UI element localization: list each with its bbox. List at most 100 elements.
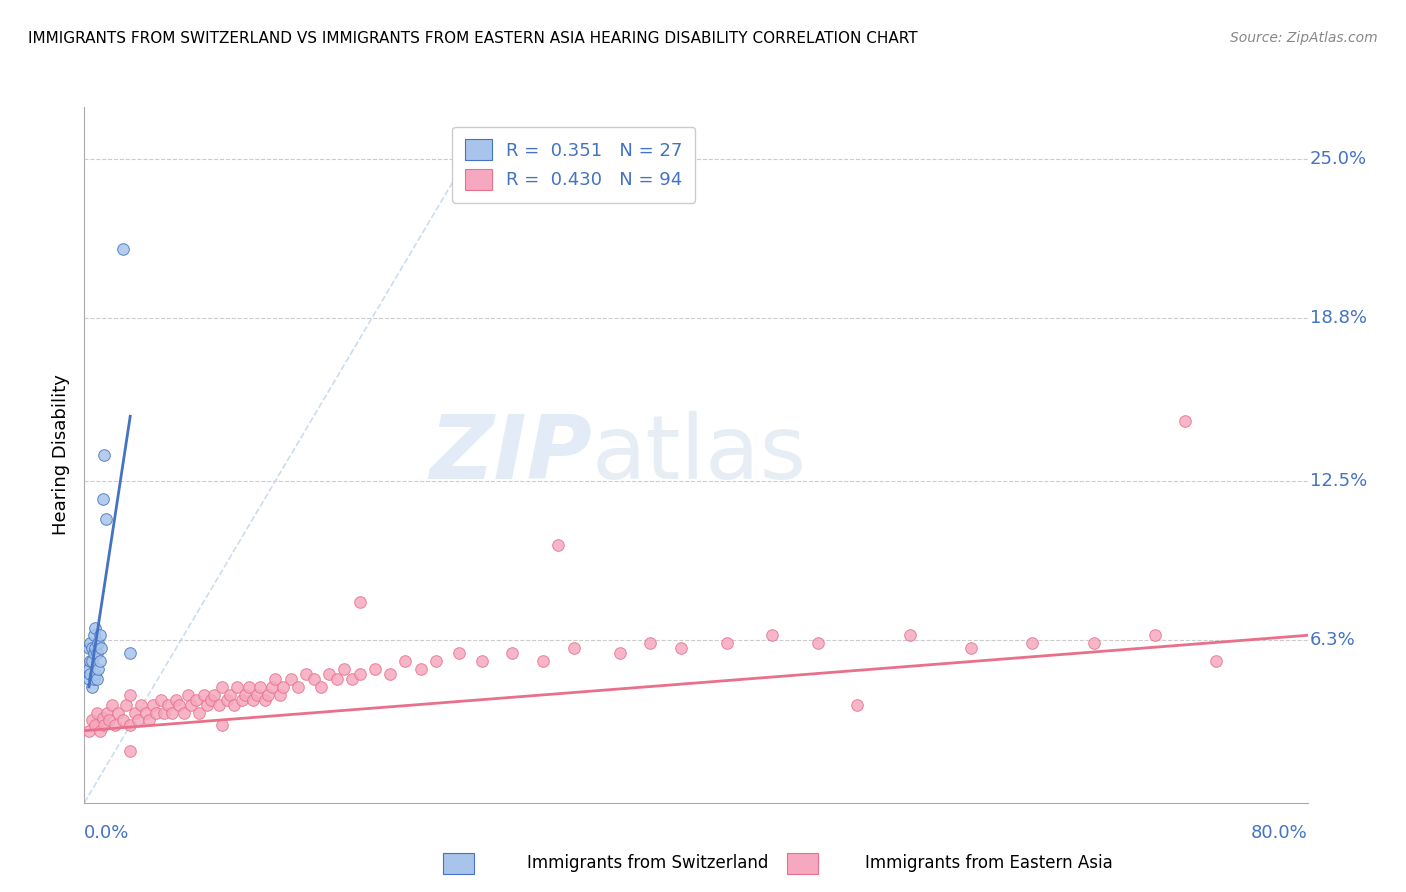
Text: ZIP: ZIP (429, 411, 592, 499)
Point (77, 662, 100, 676)
Point (1021, 636, 1043, 650)
Text: 6.3%: 6.3% (1310, 632, 1355, 649)
Point (80, 714, 103, 728)
Point (311, 680, 333, 694)
Text: Immigrants from Eastern Asia: Immigrants from Eastern Asia (844, 855, 1112, 872)
Text: 0.0%: 0.0% (84, 823, 129, 842)
Point (325, 672, 347, 686)
Point (89, 654, 111, 668)
Point (142, 698, 165, 712)
Point (471, 654, 494, 668)
Point (77, 723, 100, 738)
Point (502, 646, 524, 660)
Point (333, 662, 356, 676)
Legend: R =  0.351   N = 27, R =  0.430   N = 94: R = 0.351 N = 27, R = 0.430 N = 94 (453, 127, 695, 202)
Point (609, 646, 631, 660)
Point (167, 698, 190, 712)
Point (193, 688, 215, 702)
Point (202, 688, 225, 702)
Point (960, 641, 983, 656)
Text: 12.5%: 12.5% (1310, 472, 1367, 490)
Point (531, 654, 554, 668)
Point (84, 718, 107, 732)
Point (135, 706, 157, 720)
Point (264, 672, 287, 686)
Point (120, 646, 142, 660)
Point (349, 595, 371, 609)
Text: Immigrants from Switzerland: Immigrants from Switzerland (506, 855, 769, 872)
Point (91, 491, 114, 506)
Point (238, 680, 260, 694)
Point (318, 667, 340, 681)
Point (231, 692, 253, 706)
Point (153, 706, 176, 720)
Point (409, 662, 432, 676)
Text: Source: ZipAtlas.com: Source: ZipAtlas.com (1230, 31, 1378, 45)
Point (1205, 654, 1227, 668)
Point (761, 628, 783, 642)
Point (94, 512, 117, 526)
Point (257, 688, 280, 702)
Point (898, 628, 921, 642)
Point (173, 706, 195, 720)
Point (242, 692, 264, 706)
Point (84, 667, 107, 681)
Point (1083, 636, 1105, 650)
Point (246, 688, 269, 702)
Point (562, 641, 585, 656)
Point (394, 654, 416, 668)
Point (90, 641, 112, 656)
Point (211, 718, 233, 732)
Point (425, 654, 447, 668)
Point (287, 680, 309, 694)
Point (165, 692, 187, 706)
Point (86, 706, 108, 720)
Point (447, 646, 470, 660)
Point (145, 706, 167, 720)
Point (129, 698, 152, 712)
Point (83, 628, 105, 642)
Point (669, 641, 692, 656)
Point (84, 641, 107, 656)
Point (1174, 414, 1197, 428)
Point (295, 667, 318, 681)
Point (160, 706, 183, 720)
Point (107, 706, 129, 720)
Point (195, 698, 218, 712)
Point (77, 641, 100, 656)
Point (638, 636, 661, 650)
Point (226, 680, 249, 694)
Point (101, 698, 124, 712)
Point (249, 680, 271, 694)
Point (84, 621, 107, 635)
Point (83, 672, 105, 686)
Point (79, 654, 101, 668)
Point (89, 723, 111, 738)
Text: 18.8%: 18.8% (1310, 310, 1367, 327)
Point (80, 654, 103, 668)
Point (253, 692, 276, 706)
Text: IMMIGRANTS FROM SWITZERLAND VS IMMIGRANTS FROM EASTERN ASIA HEARING DISABILITY C: IMMIGRANTS FROM SWITZERLAND VS IMMIGRANT… (28, 31, 918, 46)
Point (89, 628, 111, 642)
Point (124, 706, 146, 720)
Point (149, 692, 172, 706)
Point (87, 662, 110, 676)
Point (208, 698, 231, 712)
Point (157, 698, 180, 712)
Point (184, 692, 207, 706)
Point (93, 448, 115, 462)
Point (180, 698, 202, 712)
Point (349, 667, 371, 681)
Point (86, 646, 108, 660)
Point (340, 672, 363, 686)
Point (218, 688, 240, 702)
Point (120, 688, 142, 702)
Point (83, 646, 105, 660)
Point (716, 636, 738, 650)
Point (200, 692, 222, 706)
Point (364, 662, 387, 676)
Point (177, 688, 200, 702)
Y-axis label: Hearing Disability: Hearing Disability (52, 375, 70, 535)
Point (138, 714, 160, 728)
Point (127, 714, 149, 728)
